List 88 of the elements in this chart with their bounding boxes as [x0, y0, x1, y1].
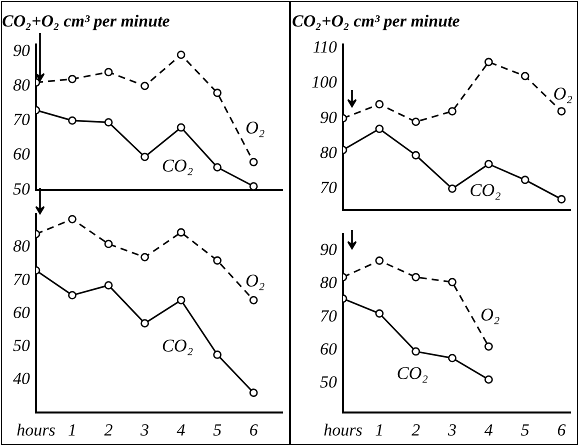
point — [412, 272, 420, 282]
y-tick-label: 80 — [13, 75, 30, 94]
point — [68, 74, 76, 84]
y-tick-label: 80 — [13, 236, 30, 256]
y-tick-label: 50 — [13, 179, 30, 198]
series-label: O₂ — [553, 84, 573, 104]
x-tick-label: 6 — [557, 420, 566, 440]
x-tick-label: 5 — [520, 420, 530, 440]
y-tick-label: 70 — [13, 270, 30, 289]
x-tick-label: 3 — [140, 420, 150, 440]
y-tick-label: 70 — [320, 178, 338, 198]
x-tick-label: 1 — [375, 420, 384, 440]
point — [140, 319, 149, 328]
point — [375, 100, 384, 108]
x-tick-label: hours — [324, 420, 363, 440]
y-tick-label: 80 — [320, 142, 338, 162]
point — [412, 118, 420, 126]
point — [412, 347, 420, 356]
point — [484, 375, 493, 384]
point — [557, 195, 566, 204]
y-tick-label: 40 — [13, 369, 30, 388]
point — [104, 68, 113, 76]
y-tick-label: 60 — [13, 144, 30, 164]
point — [557, 107, 566, 116]
x-tick-label: 4 — [484, 420, 494, 440]
point — [375, 256, 384, 265]
x-tick-label: 2 — [412, 420, 421, 440]
series-label: O₂ — [245, 270, 265, 290]
point — [104, 240, 113, 248]
point — [448, 278, 456, 286]
y-tick-label: 50 — [320, 372, 338, 392]
point — [176, 50, 186, 59]
point — [104, 281, 113, 290]
series-label: O₂ — [480, 304, 500, 324]
point — [520, 72, 530, 80]
point — [213, 88, 222, 98]
y-tick-label: 70 — [13, 110, 30, 130]
point — [68, 116, 76, 125]
point — [249, 388, 258, 397]
x-tick-label: 2 — [104, 420, 114, 440]
series-label: CO₂ — [162, 335, 194, 356]
point — [249, 158, 258, 166]
point — [448, 184, 456, 193]
point — [484, 342, 493, 351]
y-tick-label: 90 — [13, 40, 30, 60]
point — [375, 309, 384, 318]
chart-title: CO₂+O₂ cm³ per minute — [292, 12, 460, 31]
x-tick-label: 3 — [447, 420, 456, 440]
point — [176, 123, 186, 132]
point — [249, 182, 258, 190]
y-tick-label: 110 — [312, 37, 338, 56]
series-label: CO₂ — [396, 362, 428, 383]
point — [68, 291, 76, 300]
point — [484, 160, 493, 168]
point — [140, 252, 149, 262]
point — [176, 228, 186, 237]
y-tick-label: 100 — [312, 72, 338, 92]
series-label: CO₂ — [470, 180, 501, 200]
x-tick-label: 1 — [68, 420, 77, 440]
point — [484, 58, 493, 66]
point — [176, 296, 186, 304]
x-tick-label: hours — [16, 420, 56, 440]
point — [213, 256, 222, 265]
point — [140, 82, 149, 90]
y-tick-label: 90 — [320, 240, 338, 260]
point — [213, 350, 222, 359]
point — [249, 296, 258, 304]
y-tick-label: 60 — [13, 302, 30, 322]
point — [104, 118, 113, 126]
point — [375, 124, 384, 134]
y-tick-label: 70 — [320, 306, 338, 326]
series-label: O₂ — [245, 117, 265, 138]
chart-title: CO₂+O₂ cm³ per minute — [2, 12, 170, 31]
x-tick-label: 4 — [176, 420, 186, 440]
point — [520, 176, 530, 184]
y-tick-label: 60 — [320, 339, 338, 358]
x-tick-label: 5 — [213, 420, 222, 440]
point — [448, 354, 456, 362]
y-tick-label: 90 — [320, 108, 338, 127]
point — [412, 151, 420, 160]
point — [213, 163, 222, 172]
point — [140, 152, 149, 162]
series-label: CO₂ — [162, 155, 194, 176]
y-tick-label: 50 — [13, 336, 30, 355]
point — [448, 107, 456, 116]
point — [68, 214, 76, 224]
x-tick-label: 6 — [249, 420, 258, 440]
y-tick-label: 80 — [320, 273, 338, 292]
